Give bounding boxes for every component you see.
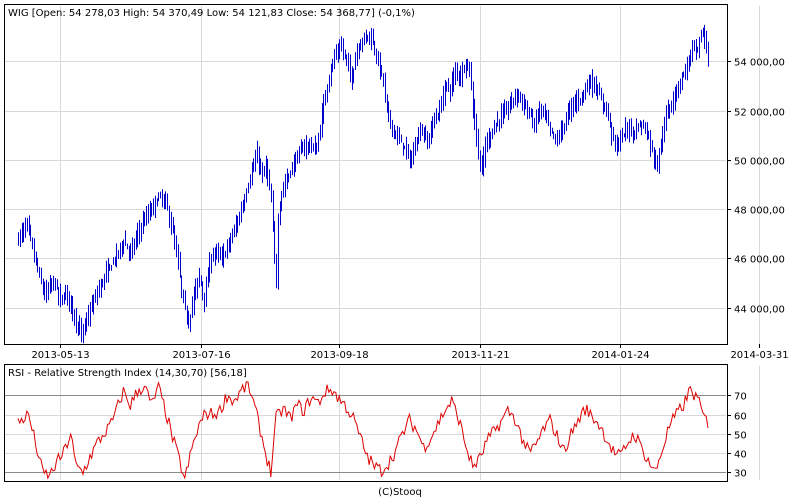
price-y-axis: 44 000,00 46 000,00 48 000,00 50 000,00 52 0… (727, 58, 785, 316)
price-y-tick-label: 52 000,00 (734, 108, 785, 119)
rsi-series-line (17, 381, 709, 480)
price-y-tick-label: 54 000,00 (734, 58, 785, 69)
price-x-tick-label: 2013-07-16 (172, 350, 230, 361)
rsi-y-tick-label: 40 (734, 450, 747, 461)
price-grid (5, 6, 760, 344)
price-x-tick-label: 2013-09-18 (310, 350, 368, 361)
rsi-y-tick-label: 70 (734, 392, 747, 403)
price-x-tick-label: 2013-05-13 (31, 350, 89, 361)
price-y-tick-label: 44 000,00 (734, 305, 785, 316)
rsi-grid (5, 366, 760, 480)
price-y-tick-label: 46 000,00 (734, 255, 785, 266)
price-bars (18, 24, 709, 344)
rsi-y-tick-label: 60 (734, 412, 747, 423)
rsi-chart-title: RSI - Relative Strength Index (14,30,70)… (8, 368, 247, 379)
rsi-y-tick-label: 50 (734, 431, 747, 442)
price-chart-title: WIG [Open: 54 278,03 High: 54 370,49 Low… (8, 8, 415, 19)
price-panel-frame (4, 4, 728, 345)
rsi-y-tick-label: 30 (734, 469, 747, 480)
price-y-tick-label: 48 000,00 (734, 206, 785, 217)
price-x-axis: 2013-05-13 2013-07-16 2013-09-18 2013-11-21… (31, 344, 789, 361)
copyright-footer: (C)Stooq (378, 487, 422, 498)
rsi-y-axis: 30 40 50 60 70 (727, 392, 747, 480)
price-x-tick-label: 2014-03-31 (730, 350, 788, 361)
price-y-tick-label: 50 000,00 (734, 157, 785, 168)
rsi-line (17, 381, 709, 480)
rsi-panel-frame (4, 364, 728, 482)
price-x-tick-label: 2013-11-21 (451, 350, 509, 361)
price-x-tick-label: 2014-01-24 (591, 350, 649, 361)
